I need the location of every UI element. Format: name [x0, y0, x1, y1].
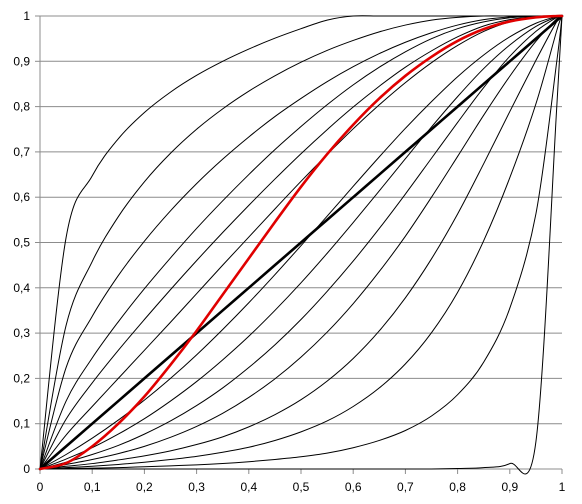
- series-line-5: [39, 15, 563, 470]
- x-tick-label: 0: [37, 480, 44, 494]
- series-line-4: [39, 15, 563, 470]
- series-line-2: [39, 15, 563, 470]
- y-tick-label: 0,4: [13, 281, 30, 295]
- series-line-13: [39, 15, 563, 470]
- y-tick-label: 0,6: [13, 190, 30, 204]
- y-tick-label: 0,7: [13, 145, 30, 159]
- x-tick-label: 0,4: [240, 480, 257, 494]
- x-tick-label: 0,6: [345, 480, 362, 494]
- y-tick-label: 0: [23, 462, 30, 476]
- x-tick-label: 0,9: [501, 480, 518, 494]
- series-line-10: [39, 15, 563, 470]
- series-group: [38, 14, 564, 475]
- x-tick-label: 1: [559, 480, 566, 494]
- x-tick-label: 0,7: [397, 480, 414, 494]
- series-line-12: [39, 15, 563, 470]
- y-tick-label: 1: [23, 9, 30, 23]
- y-tick-label: 0,3: [13, 326, 30, 340]
- x-tick-label: 0,3: [188, 480, 205, 494]
- x-tick-label: 0,5: [293, 480, 310, 494]
- x-axis-tick-labels: 0 0,1 0,2 0,3 0,4 0,5 0,6 0,7 0,8 0,9 1: [37, 480, 566, 494]
- y-axis-tick-labels: 0 0,1 0,2 0,3 0,4 0,5 0,6 0,7 0,8 0,9 1: [13, 9, 30, 476]
- series-line-9: [39, 15, 563, 470]
- y-tick-label: 0,5: [13, 236, 30, 250]
- y-tick-label: 0,1: [13, 417, 30, 431]
- series-line-15: [39, 15, 563, 475]
- x-tick-label: 0,8: [449, 480, 466, 494]
- series-line-16: [38, 14, 564, 471]
- y-tick-label: 0,8: [13, 100, 30, 114]
- x-tick-label: 0,2: [136, 480, 153, 494]
- x-tick-label: 0,1: [84, 480, 101, 494]
- series-line-11: [39, 15, 563, 470]
- series-line-3: [39, 15, 563, 470]
- y-tick-label: 0,9: [13, 54, 30, 68]
- y-tick-label: 0,2: [13, 371, 30, 385]
- series-line-14: [39, 15, 563, 470]
